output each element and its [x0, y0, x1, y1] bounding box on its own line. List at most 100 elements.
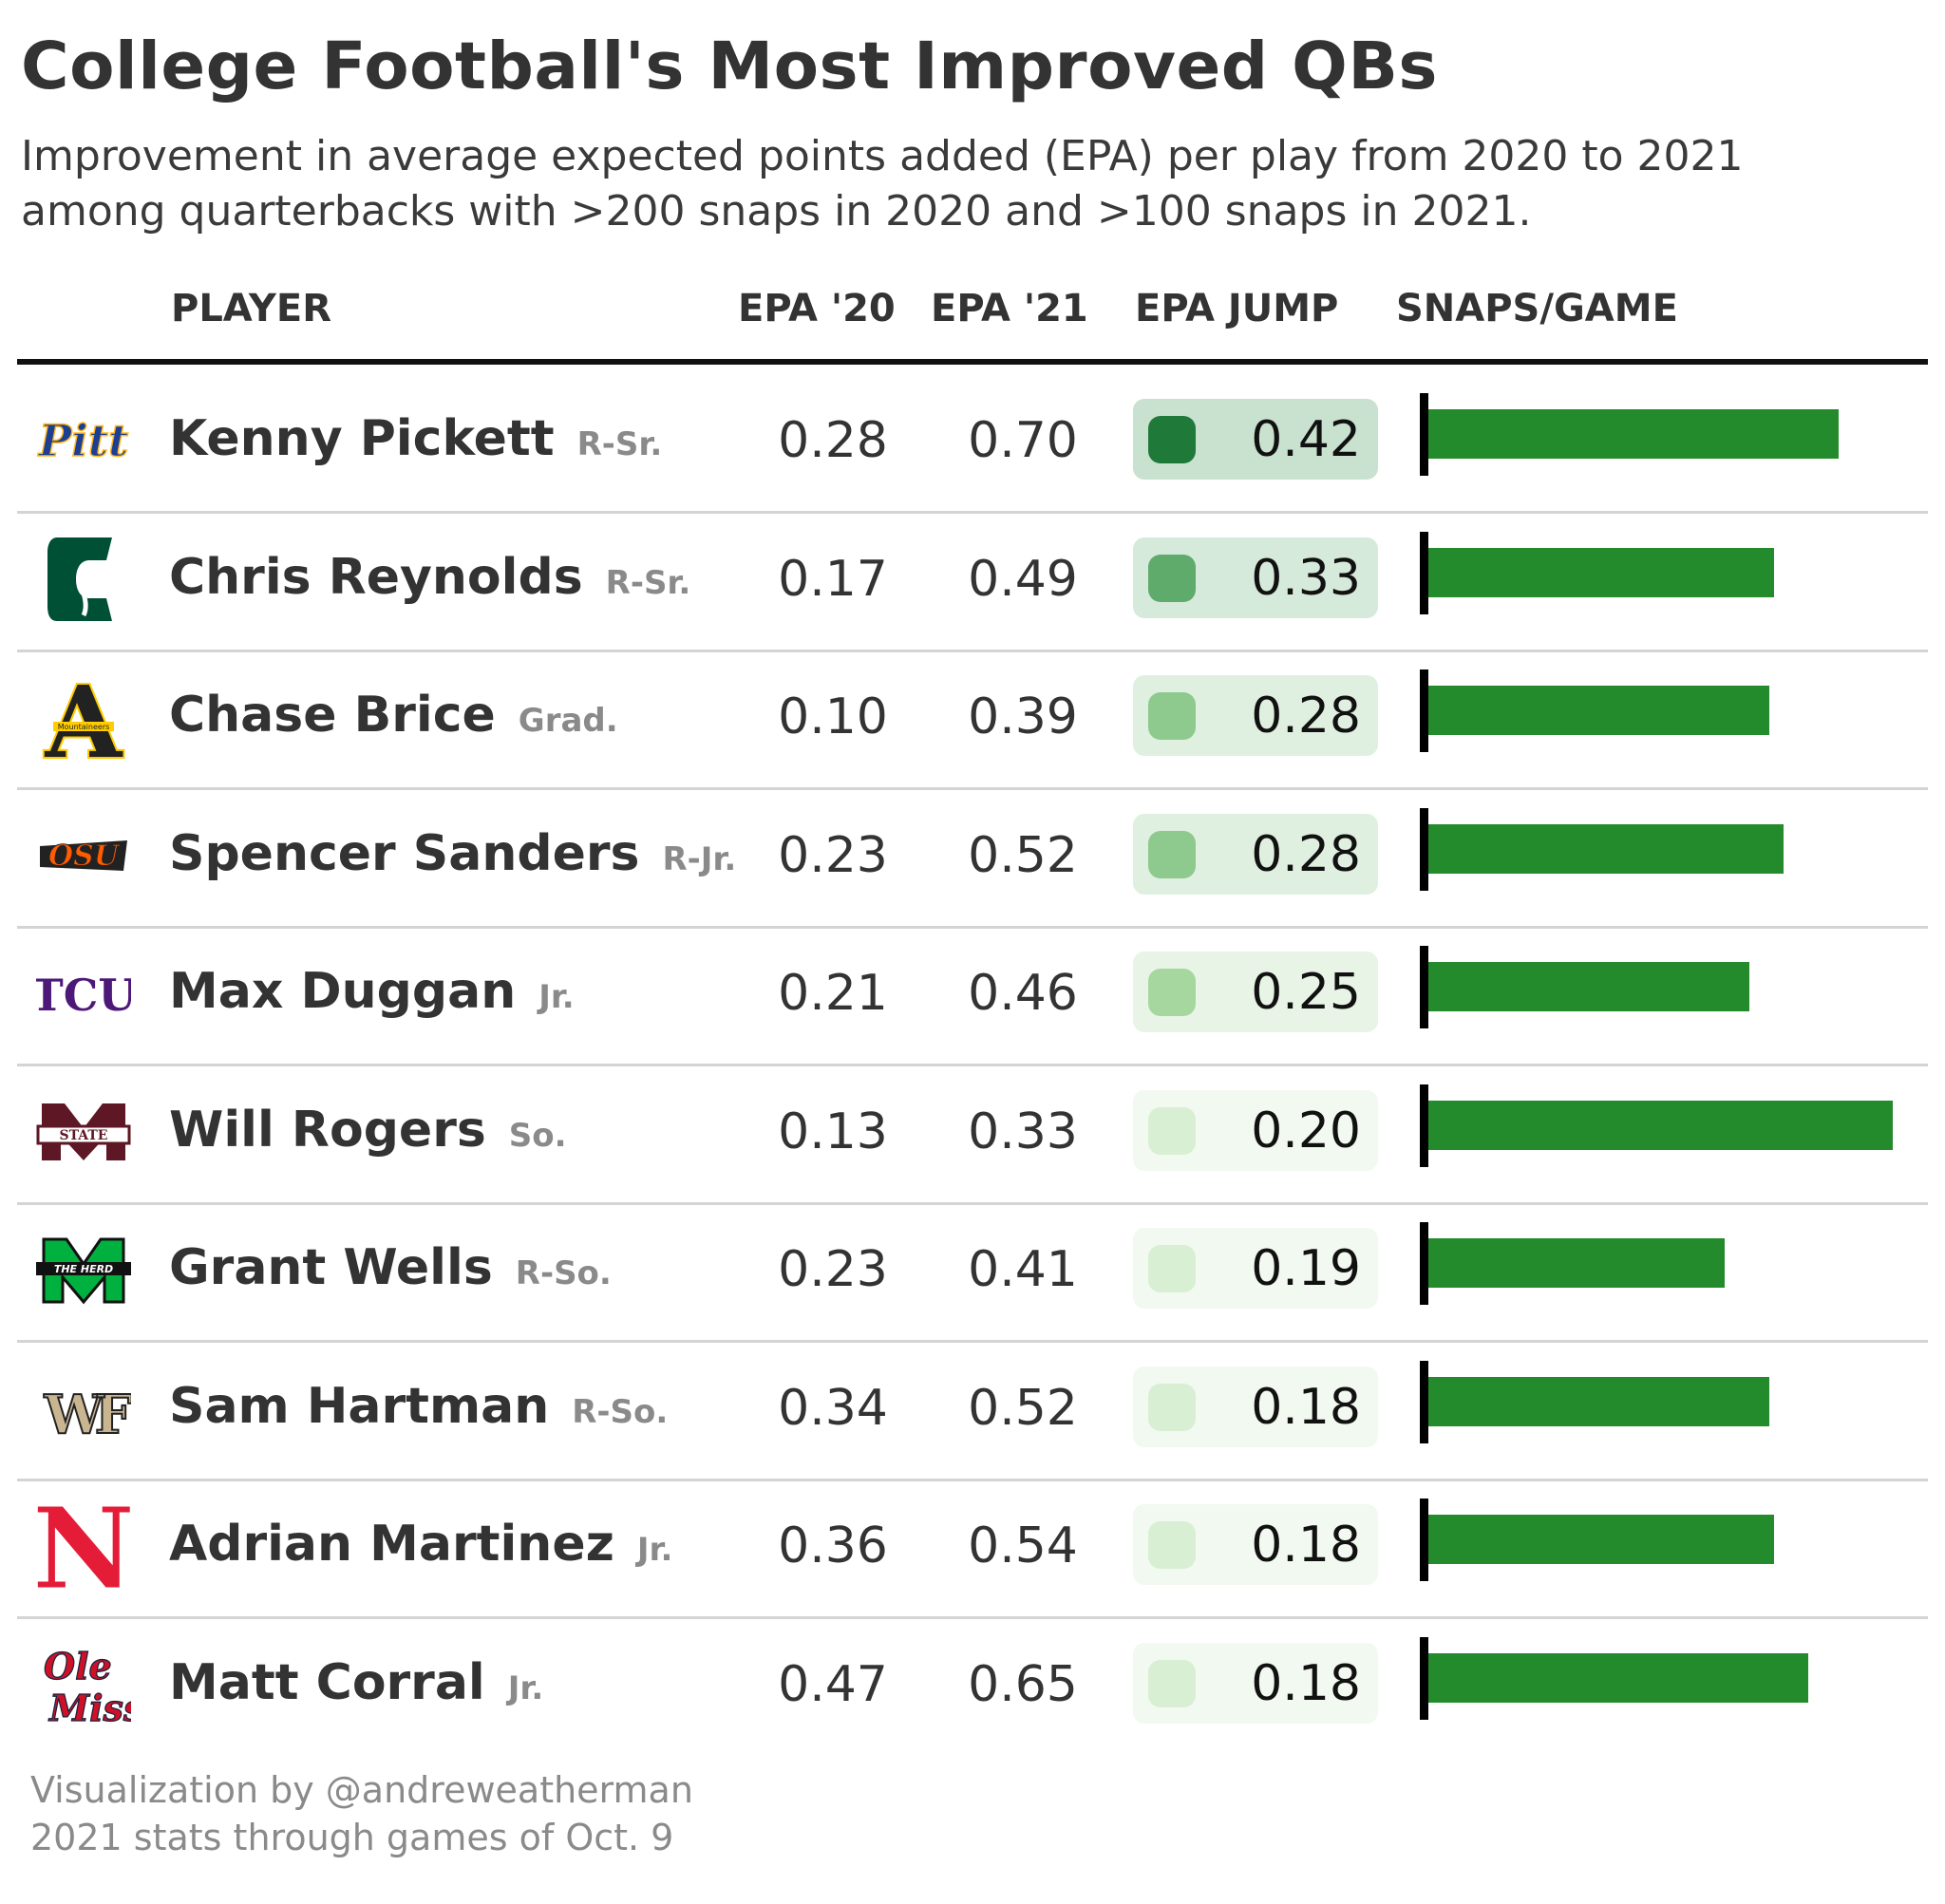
epa-jump-value: 0.18: [1251, 1517, 1361, 1574]
player-name-text: Chris Reynolds: [169, 548, 583, 606]
epa-2021-value: 0.70: [968, 412, 1078, 469]
player-name: Spencer Sanders R-Jr.: [169, 825, 736, 882]
mississippi-state-logo: STATE: [36, 1084, 131, 1179]
player-class: R-Jr.: [662, 839, 737, 878]
player-name: Will Rogers So.: [169, 1102, 567, 1159]
epa-jump-cell: 0.18: [1133, 1366, 1378, 1447]
player-name: Chris Reynolds R-Sr.: [169, 549, 690, 606]
snaps-bar-baseline: [1420, 946, 1428, 1028]
epa-jump-dot: [1148, 692, 1196, 740]
epa-jump-cell: 0.18: [1133, 1642, 1378, 1724]
app-state-logo: A Mountaineers: [36, 662, 131, 782]
header-rule: [17, 359, 1928, 365]
epa-2021-value: 0.52: [968, 1379, 1078, 1437]
snaps-bar-baseline: [1420, 1222, 1428, 1305]
snaps-bar: [1428, 686, 1769, 735]
player-name-text: Will Rogers: [169, 1101, 486, 1159]
epa-jump-cell: 0.18: [1133, 1504, 1378, 1585]
row-divider: [17, 1478, 1928, 1481]
player-name-text: Spencer Sanders: [169, 824, 640, 882]
wake-forest-logo: WF: [36, 1361, 143, 1456]
snaps-bar-area: [1420, 1499, 1914, 1598]
epa-2020-value: 0.23: [778, 1241, 888, 1298]
player-name-text: Matt Corral: [169, 1653, 485, 1711]
player-name: Chase Brice Grad.: [169, 687, 618, 744]
row-divider: [17, 1616, 1928, 1619]
player-class: Grad.: [518, 702, 618, 740]
table-row: N Adrian Martinez Jr. 0.36 0.54 0.18: [0, 1480, 1945, 1619]
snaps-bar-area: [1420, 393, 1914, 493]
epa-2020-value: 0.47: [778, 1655, 888, 1713]
footer-note: 2021 stats through games of Oct. 9: [30, 1817, 674, 1858]
svg-text:OSU: OSU: [48, 839, 121, 873]
snaps-bar: [1428, 823, 1784, 874]
tcu-logo: TCU: [31, 946, 137, 1041]
svg-text:A: A: [45, 669, 123, 764]
svg-text:Miss: Miss: [47, 1687, 131, 1729]
epa-jump-cell: 0.20: [1133, 1089, 1378, 1171]
svg-text:WF: WF: [44, 1384, 131, 1446]
player-name: Sam Hartman R-So.: [169, 1378, 668, 1435]
epa-jump-dot: [1148, 969, 1196, 1016]
snaps-bar-area: [1420, 946, 1914, 1046]
player-name: Matt Corral Jr.: [169, 1654, 543, 1711]
player-name-text: Sam Hartman: [169, 1377, 550, 1435]
epa-jump-value: 0.18: [1251, 1654, 1361, 1712]
row-divider: [17, 925, 1928, 929]
snaps-bar: [1428, 547, 1774, 597]
epa-jump-dot: [1148, 1521, 1196, 1569]
epa-2020-value: 0.17: [778, 550, 888, 608]
oklahoma-state-logo: OSU: [36, 808, 131, 903]
chart-subtitle: Improvement in average expected points a…: [21, 132, 1744, 236]
table-row: OleMiss Matt Corral Jr. 0.47 0.65 0.18: [0, 1618, 1945, 1756]
svg-text:Mountaineers: Mountaineers: [58, 723, 110, 731]
player-name-text: Kenny Pickett: [169, 410, 555, 467]
pitt-logo: Pitt: [36, 393, 131, 488]
epa-2021-value: 0.65: [968, 1655, 1078, 1713]
snaps-bar-area: [1420, 669, 1914, 769]
player-name-text: Max Duggan: [169, 963, 517, 1020]
snaps-bar-area: [1420, 1360, 1914, 1461]
player-name: Max Duggan Jr.: [169, 963, 575, 1020]
epa-jump-value: 0.20: [1251, 1102, 1361, 1159]
snaps-bar-area: [1420, 1222, 1914, 1322]
player-name: Kenny Pickett R-Sr.: [169, 410, 662, 467]
epa-2021-value: 0.41: [968, 1241, 1078, 1298]
svg-text:TCU: TCU: [36, 970, 131, 1021]
epa-2021-value: 0.33: [968, 1103, 1078, 1160]
epa-jump-cell: 0.28: [1133, 675, 1378, 756]
row-divider: [17, 649, 1928, 652]
epa-jump-dot: [1148, 1245, 1196, 1292]
snaps-bar-baseline: [1420, 1084, 1428, 1167]
epa-jump-value: 0.19: [1251, 1240, 1361, 1297]
snaps-bar: [1428, 1652, 1808, 1703]
row-divider: [17, 1201, 1928, 1205]
ole-miss-logo: OleMiss: [36, 1637, 143, 1732]
player-class: Jr.: [636, 1531, 673, 1569]
snaps-bar: [1428, 1376, 1769, 1426]
epa-jump-value: 0.28: [1251, 825, 1361, 883]
player-class: R-Sr.: [605, 563, 691, 602]
svg-text:THE HERD: THE HERD: [54, 1263, 113, 1275]
svg-text:STATE: STATE: [60, 1128, 108, 1143]
epa-jump-cell: 0.33: [1133, 537, 1378, 618]
player-name-text: Grant Wells: [169, 1239, 493, 1296]
charlotte-logo: [36, 532, 131, 627]
snaps-bar-area: [1420, 531, 1914, 632]
epa-2021-value: 0.49: [968, 550, 1078, 608]
snaps-bar-baseline: [1420, 531, 1428, 614]
epa-jump-value: 0.18: [1251, 1378, 1361, 1436]
snaps-bar-area: [1420, 807, 1914, 908]
player-class: R-So.: [515, 1254, 612, 1292]
header-snaps: SNAPS/GAME: [1396, 287, 1678, 330]
player-name-text: Adrian Martinez: [169, 1516, 614, 1573]
table-row: Pitt Kenny Pickett R-Sr. 0.28 0.70 0.42: [0, 374, 1945, 514]
marshall-logo: THE HERD: [36, 1222, 131, 1317]
row-divider: [17, 511, 1928, 514]
epa-2020-value: 0.13: [778, 1103, 888, 1160]
svg-text:Ole: Ole: [44, 1645, 112, 1687]
snaps-bar-baseline: [1420, 1360, 1428, 1443]
chart-title: College Football's Most Improved QBs: [21, 28, 1438, 104]
epa-jump-dot: [1148, 830, 1196, 878]
epa-2021-value: 0.54: [968, 1518, 1078, 1574]
